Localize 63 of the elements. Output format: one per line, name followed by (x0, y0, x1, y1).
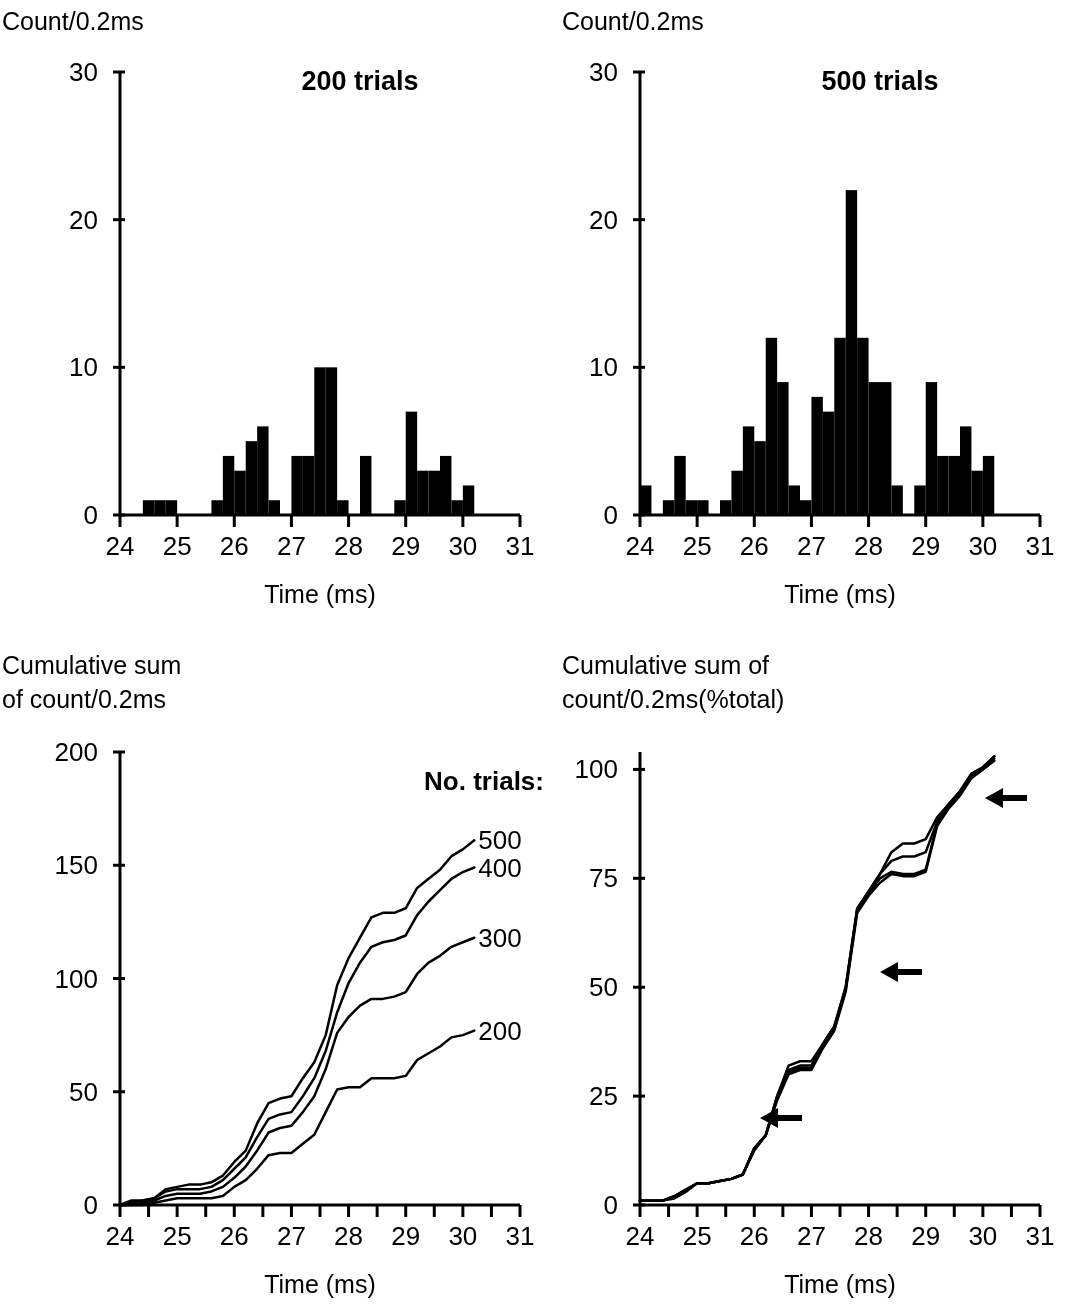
x-tick-label: 24 (625, 531, 655, 561)
x-tick-label: 26 (739, 531, 769, 561)
x-tick-label: 31 (505, 531, 535, 561)
x-tick-label: 29 (391, 531, 421, 561)
x-tick-label: 25 (162, 531, 192, 561)
y-tick-label: 50 (69, 1076, 98, 1107)
x-tick-label: 24 (625, 1221, 655, 1251)
x-tick-label: 26 (739, 1221, 769, 1251)
x-tick-label: 25 (162, 1221, 192, 1251)
y-tick-label: 50 (589, 972, 618, 1003)
series-label: 300 (478, 922, 522, 953)
y-tick-label: 150 (54, 850, 98, 881)
x-tick-label: 28 (854, 1221, 884, 1251)
y-tick-label: 30 (589, 57, 618, 87)
x-tick-label: 28 (334, 531, 364, 561)
y-tick-label: 100 (54, 963, 98, 994)
y-tick-label: 200 (54, 737, 98, 767)
x-tick-label: 28 (334, 1221, 364, 1251)
chart-title: 500 trials (821, 66, 939, 96)
x-tick-label: 24 (105, 531, 135, 561)
x-tick-label: 30 (448, 531, 478, 561)
x-tick-label: 25 (682, 1221, 712, 1251)
y-axis-title: Count/0.2ms (2, 7, 144, 35)
y-tick-label: 0 (83, 500, 98, 530)
x-tick-label: 30 (968, 1221, 998, 1251)
x-tick-label: 31 (1025, 1221, 1055, 1251)
y-tick-label: 0 (83, 1190, 98, 1220)
y-tick-label: 75 (589, 863, 618, 894)
y-tick-label: 20 (589, 204, 618, 235)
y-tick-label: 10 (69, 352, 98, 383)
x-tick-label: 27 (796, 1221, 826, 1251)
y-axis-title: Cumulative sum of count/0.2ms (2, 651, 182, 713)
y-tick-label: 0 (603, 1190, 618, 1220)
y-tick-label: 30 (69, 57, 98, 87)
x-axis-title: Time (ms) (264, 1270, 376, 1298)
x-axis-title: Time (ms) (784, 580, 896, 608)
x-tick-label: 30 (968, 531, 998, 561)
x-tick-label: 28 (854, 531, 884, 561)
x-tick-label: 29 (911, 531, 941, 561)
x-tick-label: 31 (505, 1221, 535, 1251)
x-tick-label: 26 (219, 1221, 249, 1251)
legend-title: No. trials: (424, 766, 544, 796)
x-tick-label: 25 (682, 531, 712, 561)
x-axis-title: Time (ms) (264, 580, 376, 608)
y-tick-label: 100 (574, 754, 618, 785)
series-label: 200 (478, 1015, 522, 1046)
chart-title: 200 trials (301, 66, 419, 96)
y-tick-label: 0 (603, 500, 618, 530)
x-tick-label: 26 (219, 531, 249, 561)
x-tick-label: 29 (391, 1221, 421, 1251)
x-tick-label: 24 (105, 1221, 135, 1251)
x-tick-label: 27 (796, 531, 826, 561)
x-tick-label: 29 (911, 1221, 941, 1251)
y-tick-label: 25 (589, 1081, 618, 1112)
y-axis-title: Cumulative sum of count/0.2ms(%total) (562, 651, 785, 713)
x-tick-label: 30 (448, 1221, 478, 1251)
x-tick-label: 31 (1025, 531, 1055, 561)
y-tick-label: 10 (589, 352, 618, 383)
x-axis-title: Time (ms) (784, 1270, 896, 1298)
y-tick-label: 20 (69, 204, 98, 235)
x-tick-label: 27 (276, 1221, 306, 1251)
y-axis-title: Count/0.2ms (562, 7, 704, 35)
x-tick-label: 27 (276, 531, 306, 561)
